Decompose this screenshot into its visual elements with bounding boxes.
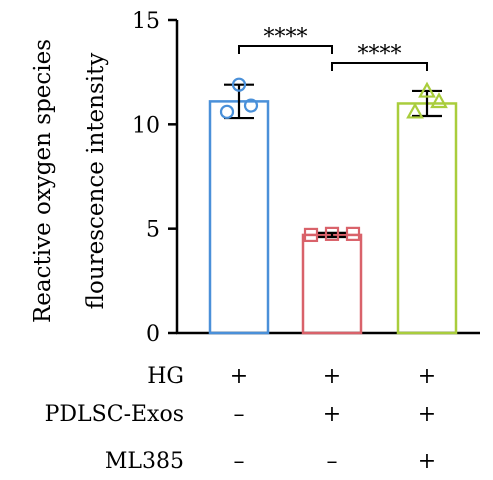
condition-label-1: PDLSC-Exos: [45, 402, 184, 427]
condition-sign-1-2: +: [418, 402, 436, 427]
point-1-0: [303, 227, 319, 243]
y-tick-label-2: 10: [132, 113, 160, 138]
axes: [175, 20, 480, 335]
point-0-2: [219, 104, 235, 119]
condition-sign-2-1: –: [327, 449, 338, 474]
point-2-2: [406, 102, 424, 119]
condition-sign-1-1: +: [323, 402, 341, 427]
data-points: [219, 77, 448, 243]
point-0-0: [231, 77, 247, 92]
y-tick-label-1: 5: [146, 218, 160, 243]
bars: [208, 100, 458, 335]
sig-bracket-0: [238, 45, 333, 54]
point-1-1: [324, 226, 340, 241]
y-ticks: 0 5 10 15: [132, 9, 177, 347]
condition-sign-2-0: –: [234, 449, 245, 474]
condition-sign-1-0: –: [234, 402, 245, 427]
y-axis-title-line-2: flourescence intensity: [83, 53, 109, 310]
sig-label-1: ****: [358, 42, 402, 67]
bar-0: [208, 100, 270, 335]
point-2-1: [430, 92, 448, 109]
bar-2: [396, 102, 458, 335]
bar-1: [301, 233, 363, 335]
sig-label-0: ****: [264, 25, 308, 50]
y-tick-label-3: 15: [132, 9, 160, 34]
significance-brackets: **** ****: [238, 25, 428, 71]
y-axis-title-line-1: Reactive oxygen species: [30, 39, 56, 323]
condition-table: HG + + + PDLSC-Exos – + + ML385 – – +: [45, 364, 437, 474]
condition-sign-0-2: +: [418, 364, 436, 389]
condition-label-0: HG: [147, 364, 184, 389]
condition-sign-0-1: +: [323, 364, 341, 389]
condition-sign-0-0: +: [230, 364, 248, 389]
y-axis-title: Reactive oxygen species flourescence int…: [30, 39, 109, 323]
point-1-2: [345, 226, 361, 241]
point-2-0: [418, 81, 436, 98]
condition-label-2: ML385: [105, 449, 184, 474]
sig-bracket-1: [331, 62, 428, 71]
y-tick-label-0: 0: [146, 322, 160, 347]
condition-sign-2-2: +: [418, 449, 436, 474]
point-0-1: [243, 98, 259, 113]
